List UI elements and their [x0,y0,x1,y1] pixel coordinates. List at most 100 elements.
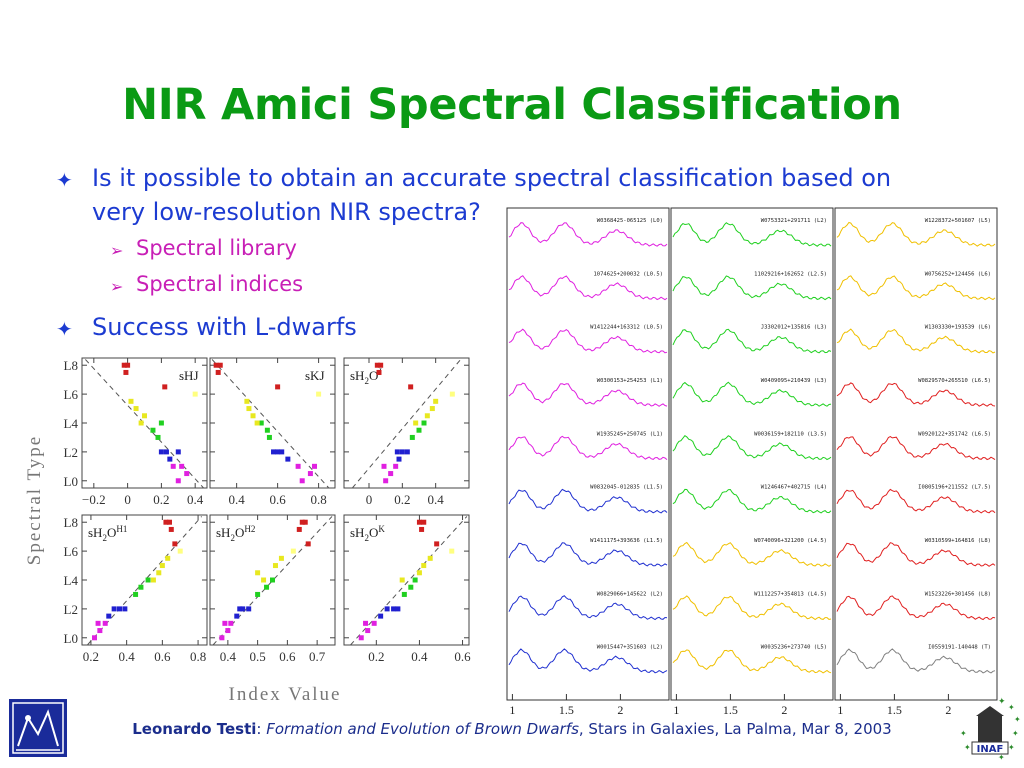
left-logo [9,699,67,757]
data-point [419,526,425,532]
data-point [92,635,97,641]
panel-label: sH2OH2 [216,524,255,543]
data-point [299,478,305,484]
data-point [378,613,384,619]
spectrum-label: W0756252+124456 (L6) [925,271,991,277]
svg-text:✦: ✦ [998,697,1006,707]
spectrum-label: W1411175+393636 (L1.5) [590,538,663,544]
x-tick-label: −0.2 [82,492,106,507]
data-point [305,541,311,547]
x-tick-label: 0.8 [190,649,206,664]
data-point [391,606,397,612]
data-point [163,519,169,525]
data-point [388,471,394,477]
spectra-column-frame [834,207,998,701]
spectra-column-frame [670,207,834,701]
spectrum-label: W0300153+254253 (L1) [597,378,663,384]
fit-line [351,359,462,489]
data-point [167,456,173,462]
spectrum-line [508,648,668,674]
x-axis-label: Index Value [229,684,342,705]
data-point [404,449,410,455]
y-axis-label: Spectral Type [24,435,45,565]
panel-label: sH2OH1 [88,524,127,543]
footer-work: Formation and Evolution of Brown Dwarfs [266,720,579,738]
spectrum-line [672,222,832,247]
spectrum-line [672,649,832,674]
data-point [162,384,168,390]
spectrum-line [836,436,996,461]
spectra-x-tick-label: 2 [781,703,787,717]
x-tick-label: 0.2 [83,649,99,664]
data-point [264,584,270,590]
data-point [279,449,285,455]
bullet-1-line1: Is it possible to obtain an accurate spe… [92,164,892,192]
svg-text:✦: ✦ [964,743,971,752]
data-point [142,413,147,419]
data-point [394,449,400,455]
footer-sep: : [256,720,267,738]
data-point [244,398,250,404]
data-point [395,606,401,612]
data-point [429,406,435,412]
data-point [170,463,176,469]
inaf-logo: ✦ ✦ ✦ ✦ ✦ ✦ ✦ ✦ INAF [960,697,1021,762]
spectrum-label: W0832045-012835 (L1.5) [590,485,663,491]
data-point [240,606,246,612]
data-point [421,420,427,426]
data-point [381,463,387,469]
data-point [222,620,228,626]
spectrum-label: W1246467+402715 (L4) [761,485,827,491]
spectrum-line [508,488,668,514]
subbullet-arrow-icon: ➢ [110,241,124,260]
bullet-1-line2: very low-resolution NIR spectra? [92,198,481,226]
footer: Leonardo Testi: Formation and Evolution … [0,720,1024,738]
fit-line [212,516,333,646]
data-point [225,628,231,634]
data-point [246,406,252,412]
data-point [163,449,169,455]
data-point [302,519,308,525]
data-point [421,563,427,569]
spectrum-label: W0409095+210439 (L3) [761,378,827,384]
data-point [175,478,181,484]
spectrum-line [836,542,996,567]
data-point [264,427,270,433]
data-point [213,362,219,368]
data-point [150,427,156,433]
data-point [97,628,103,634]
spectrum-label: W0920122+351742 (L6.5) [918,431,991,437]
x-tick-label: 0.5 [249,649,265,664]
spectrum-label: W0829570+265510 (L6.5) [918,378,991,384]
data-point [237,606,243,612]
data-point [133,406,139,412]
data-point [312,463,318,469]
data-point [408,584,414,590]
data-point [168,526,174,532]
x-tick-label: 0.4 [119,649,136,664]
data-point [145,577,151,583]
spectrum-line [672,488,832,514]
data-point [358,635,364,641]
data-point [427,555,433,561]
data-point [409,434,415,440]
spectrum-label: W0740096+321200 (L4.5) [754,538,827,544]
data-point [371,620,377,626]
svg-text:✦: ✦ [1008,743,1015,752]
spectra-x-tick-label: 1.5 [887,703,902,717]
data-point [365,628,371,634]
panel-frame [81,357,208,489]
svg-text:✦: ✦ [1008,703,1015,712]
data-point [255,591,261,597]
data-point [376,369,382,375]
data-point [138,584,144,590]
spectrum-label: W0310599+164816 (L8) [925,538,991,544]
x-tick-label: 0.4 [428,492,445,507]
y-tick-label: L4 [64,573,79,588]
data-point [363,620,369,626]
footer-rest: , Stars in Galaxies, La Palma, Mar 8, 20… [578,720,892,738]
y-tick-label: L6 [64,544,79,559]
spectrum-label: W0368425-065125 (L0) [597,218,663,224]
spectrum-line [508,275,668,301]
x-tick-label: 0.4 [220,649,237,664]
